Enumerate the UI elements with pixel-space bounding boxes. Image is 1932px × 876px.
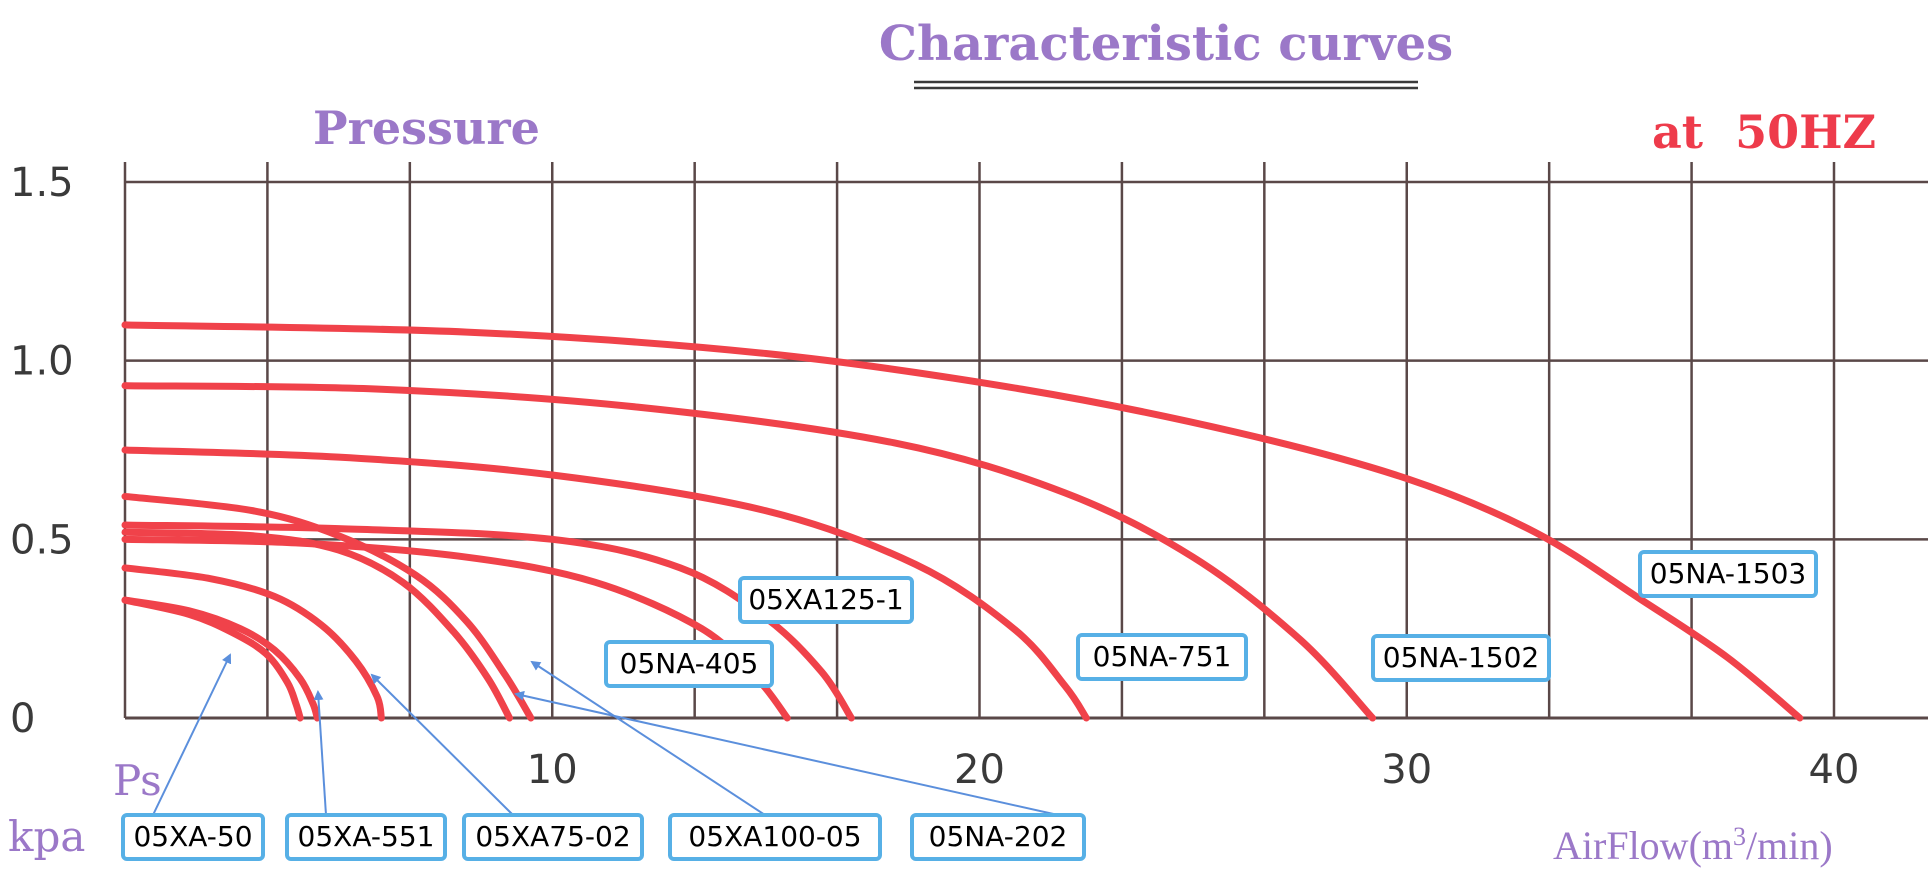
y-tick-label: 0 — [10, 696, 35, 742]
model-label-box — [1371, 634, 1551, 682]
grid-layer — [123, 162, 1928, 720]
frequency-label: at 50HZ — [1652, 105, 1876, 159]
x-axis-title: AirFlow(m3/min) — [1553, 822, 1833, 868]
model-label-text: 05NA-1502 — [1383, 641, 1539, 674]
x-tick-label: 30 — [1381, 747, 1432, 793]
y-tick-label: 1.5 — [10, 160, 74, 206]
model-label-box — [738, 576, 914, 624]
label-arrow — [152, 653, 232, 816]
y-axis-title: Pressure — [313, 101, 540, 155]
model-label-box — [910, 813, 1086, 861]
y-axis-unit: kpa — [8, 812, 85, 861]
series-curve-05xa100-05 — [121, 528, 514, 722]
model-label-text: 05XA-50 — [133, 820, 252, 853]
model-label-box — [1076, 633, 1248, 681]
model-label-box — [604, 640, 774, 688]
label-arrow — [530, 660, 766, 816]
label-arrow — [313, 690, 327, 816]
series-curve-05na-202 — [121, 492, 535, 722]
x-axis-title-base: AirFlow(m — [1553, 823, 1733, 868]
model-label-box — [1638, 550, 1818, 598]
model-label-text: 05XA100-05 — [688, 820, 861, 853]
series-curve-05na-1502 — [121, 382, 1377, 722]
label-arrow — [514, 690, 1059, 816]
series-curve-05xa-551 — [121, 596, 321, 722]
model-label-box — [462, 813, 644, 861]
model-label-text: 05XA75-02 — [475, 820, 630, 853]
model-label-text: 05NA-202 — [929, 820, 1068, 853]
y-tick-label: 0.5 — [10, 517, 74, 563]
y-tick-label: 1.0 — [10, 339, 74, 385]
label-arrow — [370, 673, 514, 816]
model-label-text: 05NA-405 — [620, 647, 759, 680]
model-label-text: 05NA-1503 — [1650, 557, 1806, 590]
model-label-layer: 05XA-50 05XA-551 05XA75-02 05XA100-05 05NA-2… — [121, 550, 1818, 861]
x-tick-label: 10 — [527, 747, 578, 793]
chart-title: Characteristic curves — [879, 16, 1453, 72]
series-curve-05na-751 — [121, 446, 1090, 722]
series-curve-05xa125-1 — [121, 521, 855, 722]
series-curve-05na-1503 — [121, 321, 1804, 722]
x-axis-title-sup: 3 — [1733, 822, 1746, 851]
curve-layer — [121, 321, 1804, 722]
model-label-text: 05XA125-1 — [748, 583, 903, 616]
arrow-layer — [152, 653, 1059, 816]
x-tick-label: 20 — [954, 747, 1005, 793]
model-label-text: 05XA-551 — [298, 820, 435, 853]
x-axis-title-tail: /min) — [1746, 823, 1833, 868]
y-axis-symbol: Ps — [113, 756, 162, 805]
model-label-text: 05NA-751 — [1093, 640, 1232, 673]
model-label-box — [121, 813, 265, 861]
model-label-box — [285, 813, 447, 861]
series-curve-05xa75-02 — [121, 564, 385, 722]
x-tick-label: 40 — [1809, 747, 1860, 793]
tick-label-layer: 0 0.5 1.0 1.5 10 20 30 40 — [10, 160, 1859, 793]
model-label-box — [668, 813, 882, 861]
